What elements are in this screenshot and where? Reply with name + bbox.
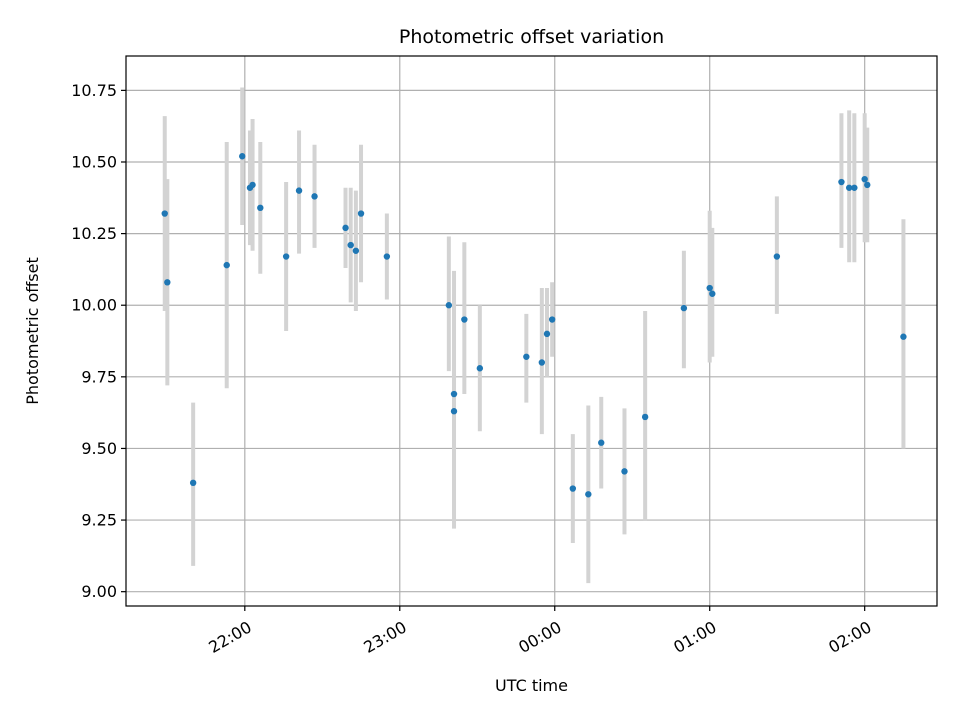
data-point <box>161 210 168 217</box>
data-point <box>295 187 303 194</box>
data-point <box>450 390 458 398</box>
data-point <box>450 408 458 415</box>
data-point <box>352 247 360 254</box>
data-point <box>680 304 688 312</box>
data-point <box>864 181 871 189</box>
data-point <box>598 439 605 446</box>
data-point <box>239 153 246 160</box>
data-point <box>538 359 546 366</box>
plot-frame <box>125 55 938 607</box>
y-tick-label: 9.75 <box>81 367 117 386</box>
data-point <box>543 330 551 338</box>
data-point <box>838 178 845 186</box>
data-point <box>845 184 853 191</box>
data-point <box>476 365 484 372</box>
data-point <box>311 193 318 200</box>
data-point <box>347 241 354 249</box>
data-point <box>900 333 907 340</box>
data-point <box>548 316 556 323</box>
data-point <box>282 253 290 260</box>
chart-title: Photometric offset variation <box>399 26 664 48</box>
y-tick-label: 9.50 <box>81 439 117 458</box>
data-point <box>621 468 628 475</box>
data-point <box>709 290 716 297</box>
y-axis-title: Photometric offset <box>23 257 42 405</box>
data-point <box>249 181 256 189</box>
data-point <box>585 491 592 498</box>
grid-layer <box>126 56 937 606</box>
data-point <box>342 224 349 232</box>
data-point <box>569 485 577 492</box>
data-point <box>706 284 713 292</box>
data-point <box>445 302 453 309</box>
data-point <box>851 184 858 191</box>
data-point <box>257 204 264 212</box>
point-layer <box>161 153 907 498</box>
y-tick-label: 10.25 <box>71 224 117 243</box>
x-axis-title: UTC time <box>495 676 568 695</box>
data-point <box>189 479 197 487</box>
data-point <box>461 316 468 323</box>
y-tick-label: 10.75 <box>71 81 117 100</box>
data-point <box>861 175 868 183</box>
data-point <box>773 253 781 260</box>
data-point <box>223 261 230 269</box>
y-tick-label: 9.25 <box>81 511 117 530</box>
data-point <box>357 210 365 217</box>
y-tick-label: 10.00 <box>71 296 117 315</box>
data-point <box>641 413 649 421</box>
data-point <box>164 279 171 286</box>
y-tick-label: 10.50 <box>71 152 117 171</box>
y-tick-label: 9.00 <box>81 582 117 601</box>
data-point <box>383 253 391 260</box>
data-point <box>523 353 530 360</box>
